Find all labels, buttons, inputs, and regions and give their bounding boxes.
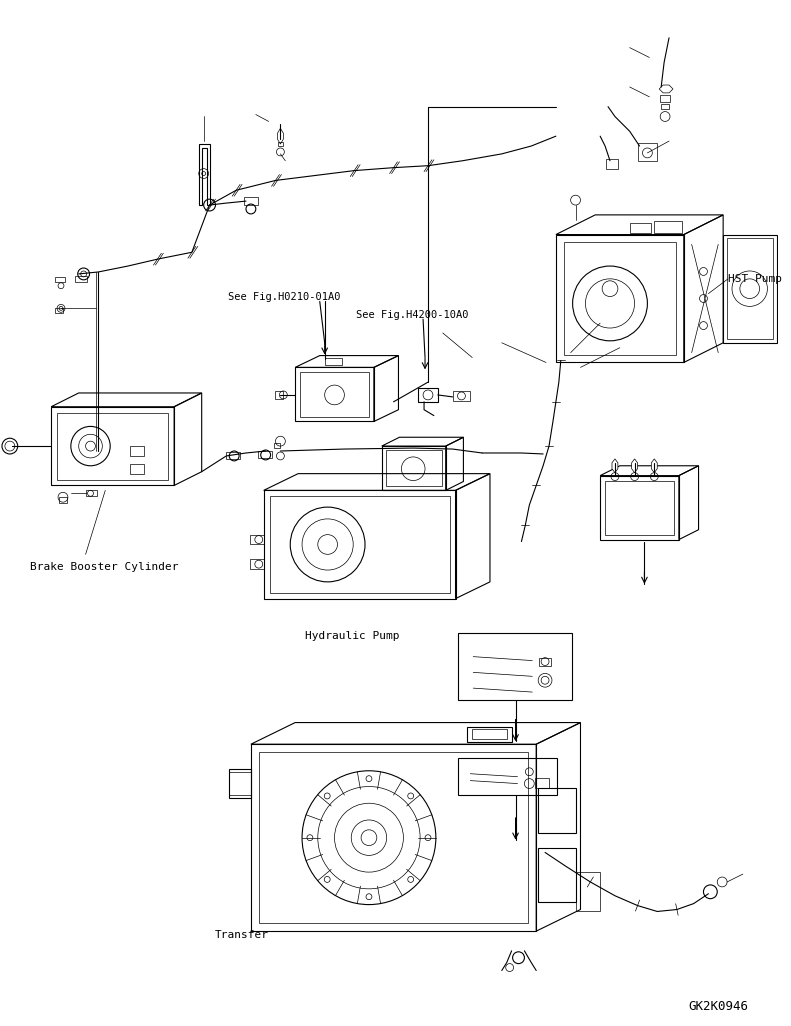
Polygon shape (612, 459, 618, 473)
Bar (275, 391, 283, 399)
Bar (638, 143, 657, 161)
Bar (75, 276, 86, 282)
Bar (606, 159, 618, 168)
Bar (538, 847, 576, 902)
Bar (459, 633, 572, 700)
Bar (130, 446, 144, 456)
Bar (300, 372, 369, 417)
Text: Transfer: Transfer (214, 931, 268, 940)
Polygon shape (632, 459, 638, 473)
Text: See Fig.H4200-10A0: See Fig.H4200-10A0 (356, 310, 468, 320)
Bar (386, 450, 441, 486)
Bar (538, 789, 576, 833)
Bar (418, 388, 438, 402)
Bar (270, 497, 449, 593)
Bar (661, 104, 669, 109)
Bar (630, 223, 651, 233)
Bar (727, 238, 774, 339)
Bar (278, 142, 283, 146)
Bar (226, 452, 240, 459)
Bar (250, 559, 263, 569)
Bar (467, 726, 512, 742)
Bar (259, 752, 528, 923)
Bar (536, 778, 549, 788)
Bar (229, 772, 251, 795)
Bar (539, 658, 551, 666)
Text: GK2K0946: GK2K0946 (689, 1000, 749, 1014)
Bar (564, 242, 676, 355)
Text: Hydraulic Pump: Hydraulic Pump (305, 631, 399, 641)
Polygon shape (278, 128, 283, 144)
Text: HST Pump: HST Pump (728, 274, 782, 284)
Bar (57, 412, 168, 479)
Bar (55, 309, 63, 313)
Bar (274, 443, 280, 448)
Bar (605, 480, 674, 535)
Bar (250, 535, 263, 545)
Bar (244, 197, 258, 205)
Bar (258, 451, 271, 458)
Text: Brake Booster Cylinder: Brake Booster Cylinder (29, 562, 178, 573)
Bar (452, 391, 471, 401)
Bar (324, 357, 343, 365)
Polygon shape (659, 85, 673, 93)
Bar (55, 277, 65, 282)
Bar (576, 872, 600, 911)
Polygon shape (651, 459, 657, 473)
Bar (130, 464, 144, 474)
Bar (85, 490, 97, 497)
Bar (660, 94, 670, 102)
Text: See Fig.H0210-01A0: See Fig.H0210-01A0 (229, 291, 341, 302)
Bar (459, 758, 557, 795)
Bar (654, 221, 682, 233)
Bar (59, 498, 67, 503)
Bar (472, 729, 507, 740)
